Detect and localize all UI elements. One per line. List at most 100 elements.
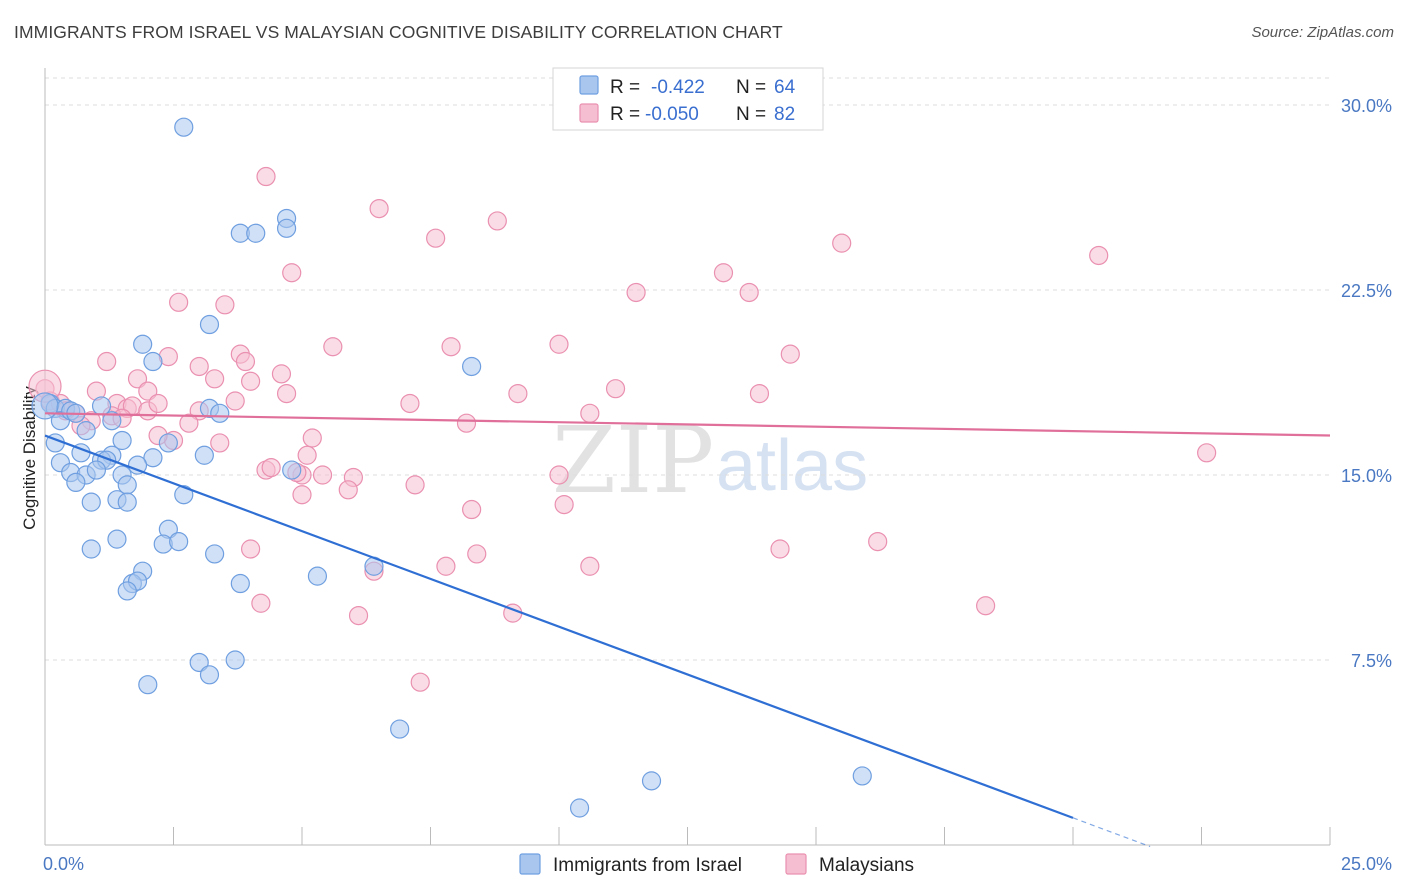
israel-point-56 (138, 675, 158, 695)
trend-line-israel-extension (1072, 817, 1151, 848)
source-label: Source: ZipAtlas.com (1251, 24, 1394, 41)
malaysians-point-25 (605, 379, 626, 399)
malaysians-point-13 (441, 337, 461, 357)
malaysians-point-19 (189, 356, 209, 377)
legend-n-value-malaysians: 82 (774, 104, 795, 125)
legend-r-label-israel: R = (610, 77, 640, 98)
israel-point-8 (462, 356, 482, 377)
israel-point-6 (133, 334, 153, 354)
grid-lines (45, 77, 1330, 661)
legend-n-value-israel: 64 (774, 77, 796, 98)
malaysians-point-15 (780, 344, 800, 364)
malaysians-point-29 (508, 384, 528, 404)
y-tick-label-0: 7.5% (1351, 651, 1392, 671)
malaysians-point-62 (338, 480, 358, 500)
y-tick-labels: 7.5% 15.0% 22.5% 30.0% (1341, 96, 1392, 671)
israel-point-58 (641, 771, 662, 791)
israel-point-22 (143, 448, 163, 468)
x-tick-labels: 0.0% 25.0% (43, 854, 1392, 874)
israel-point-51 (230, 573, 250, 594)
malaysians-point-51 (210, 433, 230, 453)
israel-point-57 (390, 719, 410, 739)
malaysians-point-71 (580, 556, 600, 576)
y-tick-label-1: 15.0% (1341, 466, 1392, 486)
malaysians-point-32 (400, 393, 420, 414)
israel-point-48 (307, 566, 328, 586)
chart-title: IMMIGRANTS FROM ISRAEL VS MALAYSIAN COGN… (14, 22, 783, 42)
malaysians-point-41 (580, 403, 600, 423)
malaysians-point-69 (467, 544, 487, 564)
israel-point-16 (210, 403, 230, 423)
series-israel-points (31, 117, 872, 818)
malaysians-point-66 (868, 531, 888, 552)
malaysians-point-59 (549, 465, 569, 485)
israel-point-63 (91, 396, 112, 416)
malaysians-point-23 (205, 369, 225, 389)
malaysians-point-31 (225, 391, 245, 411)
israel-point-14 (102, 411, 122, 431)
malaysians-point-20 (235, 351, 256, 372)
malaysians-point-26 (138, 381, 158, 401)
malaysians-point-78 (1197, 443, 1217, 463)
trend-line-israel (44, 434, 1074, 819)
malaysians-point-3 (426, 228, 446, 248)
trend-lines (44, 412, 1331, 848)
israel-point-7 (143, 351, 163, 372)
malaysians-point-1 (369, 199, 389, 219)
malaysians-point-4 (832, 233, 852, 253)
israel-point-31 (66, 472, 86, 492)
x-tick-label-max: 25.0% (1341, 854, 1392, 874)
israel-point-32 (86, 460, 107, 480)
malaysians-point-64 (554, 495, 574, 515)
malaysians-point-67 (770, 539, 790, 559)
israel-point-45 (205, 544, 225, 564)
malaysians-point-70 (436, 556, 456, 576)
israel-point-5 (199, 314, 220, 335)
bottom-legend-label-malaysians: Malaysians (819, 855, 914, 876)
malaysians-point-57 (312, 465, 333, 485)
israel-point-4 (246, 223, 266, 243)
legend: R = -0.422 N = 64 R = -0.050 N = 82 (552, 67, 824, 131)
israel-point-52 (117, 581, 137, 601)
watermark-atlas: atlas (716, 426, 868, 506)
legend-swatch-malaysians (579, 103, 599, 123)
malaysians-point-2 (487, 211, 507, 231)
israel-point-36 (174, 485, 194, 505)
malaysians-point-52 (302, 428, 322, 448)
malaysians-point-73 (251, 593, 271, 613)
israel-point-34 (282, 460, 302, 480)
x-tick-label-min: 0.0% (43, 854, 84, 874)
y-tick-label-3: 30.0% (1341, 96, 1392, 116)
legend-n-label-malaysians: N = (736, 104, 766, 125)
legend-r-value-israel: -0.422 (651, 77, 705, 98)
bottom-legend-swatch-malaysians (785, 853, 807, 875)
israel-point-60 (569, 798, 590, 818)
malaysians-point-7 (713, 263, 734, 283)
legend-n-label-israel: N = (736, 77, 766, 98)
israel-point-23 (194, 445, 214, 465)
malaysians-point-6 (282, 263, 302, 283)
malaysians-point-9 (739, 282, 759, 303)
israel-point-53 (189, 652, 209, 673)
bottom-legend-swatch-israel (519, 853, 541, 875)
malaysians-point-28 (276, 384, 297, 404)
israel-point-59 (852, 766, 872, 786)
malaysians-point-10 (169, 292, 189, 312)
malaysians-point-74 (976, 596, 996, 616)
israel-point-37 (81, 492, 101, 512)
malaysians-point-14 (549, 334, 569, 354)
israel-point-54 (225, 650, 245, 670)
malaysians-point-8 (626, 282, 646, 303)
israel-point-44 (81, 539, 101, 559)
israel-point-43 (169, 531, 189, 552)
legend-r-label-malaysians: R = (610, 104, 640, 125)
y-tick-label-2: 22.5% (1341, 281, 1392, 301)
malaysians-point-30 (749, 384, 770, 404)
malaysians-point-63 (292, 485, 312, 505)
israel-point-39 (117, 492, 137, 512)
israel-point-41 (107, 529, 127, 549)
legend-swatch-israel (579, 75, 599, 95)
bottom-legend-label-israel: Immigrants from Israel (553, 855, 742, 876)
israel-point-61 (31, 392, 59, 420)
axes (44, 68, 1331, 846)
